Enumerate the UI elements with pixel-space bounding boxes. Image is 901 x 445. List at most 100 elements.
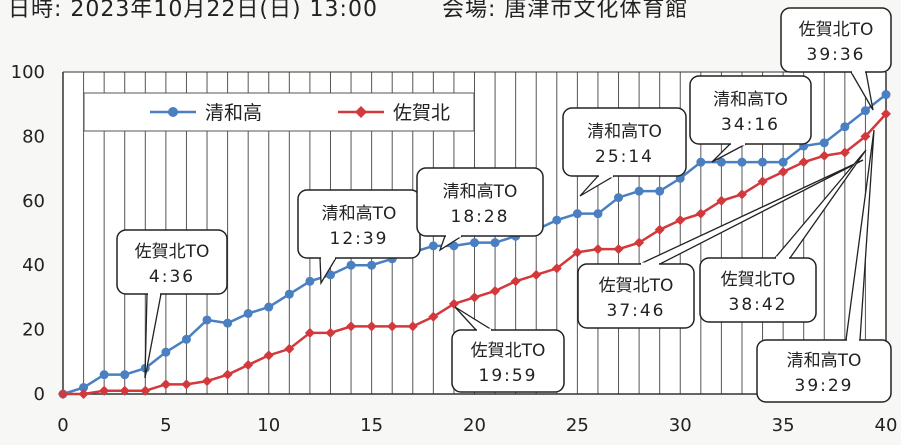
data-point-sagakita xyxy=(160,379,171,390)
data-point-seiwa xyxy=(819,138,829,148)
y-tick-label: 20 xyxy=(22,320,45,341)
data-point-sagakita xyxy=(407,321,418,332)
y-tick-label: 100 xyxy=(11,62,45,83)
venue: 会場: 唐津市文化体育館 xyxy=(441,0,689,22)
data-point-seiwa xyxy=(346,260,356,270)
data-point-seiwa xyxy=(840,122,850,132)
y-tick-label: 0 xyxy=(34,384,45,405)
x-tick-label: 35 xyxy=(772,415,795,436)
callout-time: 18:28 xyxy=(451,207,510,227)
x-tick-label: 5 xyxy=(160,415,171,436)
timeout-callout: 佐賀北TO 4:36 xyxy=(116,229,228,379)
callout-team: 佐賀北TO xyxy=(799,20,874,40)
data-point-sagakita xyxy=(819,150,830,161)
callout-box xyxy=(689,75,812,145)
data-point-seiwa xyxy=(572,209,582,219)
timeout-callout: 佐賀北TO 37:46 xyxy=(577,159,864,329)
x-tick-label: 10 xyxy=(257,415,280,436)
callout-time: 12:39 xyxy=(330,229,389,249)
x-tick-label: 40 xyxy=(875,415,898,436)
data-point-sagakita xyxy=(736,189,747,200)
data-point-seiwa xyxy=(325,270,335,280)
data-point-seiwa xyxy=(449,241,459,251)
callout-team: 清和高TO xyxy=(713,90,788,110)
data-point-seiwa xyxy=(367,260,377,270)
callout-time: 39:29 xyxy=(795,376,854,396)
data-point-sagakita xyxy=(634,237,645,248)
data-point-seiwa xyxy=(181,334,191,344)
callout-time: 37:46 xyxy=(607,301,666,321)
data-point-sagakita xyxy=(181,379,192,390)
data-point-sagakita xyxy=(839,147,850,158)
data-point-seiwa xyxy=(223,318,233,328)
legend-box xyxy=(83,92,475,132)
data-point-sagakita xyxy=(654,224,665,235)
data-point-seiwa xyxy=(264,302,274,312)
date-time: 日時: 2023年10月22日(日) 13:00 xyxy=(8,0,378,22)
callout-box xyxy=(756,339,892,403)
timeout-callout: 清和高TO 12:39 xyxy=(297,189,421,286)
header-text: 日時: 2023年10月22日(日) 13:00 会場: 唐津市文化体育館 xyxy=(8,0,688,23)
data-point-sagakita xyxy=(346,321,357,332)
data-point-sagakita xyxy=(860,131,871,142)
callout-time: 38:42 xyxy=(729,295,788,315)
callout-team: 清和高TO xyxy=(787,351,862,371)
legend-label-seiwa: 清和高 xyxy=(205,102,262,124)
data-point-sagakita xyxy=(510,276,521,287)
data-point-seiwa xyxy=(79,383,89,393)
data-point-seiwa xyxy=(696,157,706,167)
data-point-sagakita xyxy=(140,385,151,396)
callout-box xyxy=(780,7,892,73)
data-point-sagakita xyxy=(572,247,583,258)
data-point-sagakita xyxy=(99,385,110,396)
timeout-callout: 清和高TO 34:16 xyxy=(689,75,812,163)
legend-marker-seiwa xyxy=(168,107,178,117)
timeout-callout: 清和高TO 18:28 xyxy=(416,167,544,252)
y-tick-label: 60 xyxy=(22,191,45,212)
data-point-seiwa xyxy=(284,289,294,299)
data-point-seiwa xyxy=(243,309,253,318)
callout-time: 39:36 xyxy=(807,45,866,65)
callout-box xyxy=(416,167,544,237)
callout-team: 清和高TO xyxy=(322,204,397,224)
x-tick-label: 25 xyxy=(566,415,589,436)
data-point-sagakita xyxy=(551,263,562,274)
data-point-seiwa xyxy=(490,238,500,248)
data-point-seiwa xyxy=(778,157,788,167)
data-point-sagakita xyxy=(448,298,459,309)
data-point-sagakita xyxy=(757,176,768,187)
data-point-seiwa xyxy=(881,90,891,100)
data-point-sagakita xyxy=(325,327,336,338)
data-point-sagakita xyxy=(304,327,315,338)
data-point-sagakita xyxy=(243,360,254,371)
callout-team: 佐賀北TO xyxy=(721,270,796,290)
x-tick-label: 15 xyxy=(360,415,383,436)
data-point-sagakita xyxy=(366,321,377,332)
callout-time: 25:14 xyxy=(595,147,654,167)
callout-team: 佐賀北TO xyxy=(135,242,210,262)
data-point-seiwa xyxy=(120,370,130,380)
callout-team: 清和高TO xyxy=(443,182,518,202)
data-point-sagakita xyxy=(284,343,295,354)
legend-label-sagakita: 佐賀北 xyxy=(393,102,450,124)
callout-time: 19:59 xyxy=(479,366,538,386)
data-point-sagakita xyxy=(202,376,213,387)
data-point-sagakita xyxy=(387,321,398,332)
y-tick-label: 80 xyxy=(22,126,45,147)
data-point-seiwa xyxy=(655,186,665,196)
callout-team: 佐賀北TO xyxy=(599,276,674,296)
data-point-sagakita xyxy=(613,244,624,255)
data-point-seiwa xyxy=(99,370,109,380)
data-point-sagakita xyxy=(490,285,501,296)
header: 日時: 2023年10月22日(日) 13:00 会場: 唐津市文化体育館 xyxy=(0,0,901,30)
data-point-seiwa xyxy=(428,241,438,251)
data-point-seiwa xyxy=(161,347,171,357)
data-point-seiwa xyxy=(305,276,315,286)
x-tick-label: 20 xyxy=(463,415,486,436)
data-point-seiwa xyxy=(202,315,212,325)
data-point-sagakita xyxy=(222,369,233,380)
callout-box xyxy=(562,107,687,177)
callout-box xyxy=(699,257,817,323)
data-point-seiwa xyxy=(614,193,624,203)
